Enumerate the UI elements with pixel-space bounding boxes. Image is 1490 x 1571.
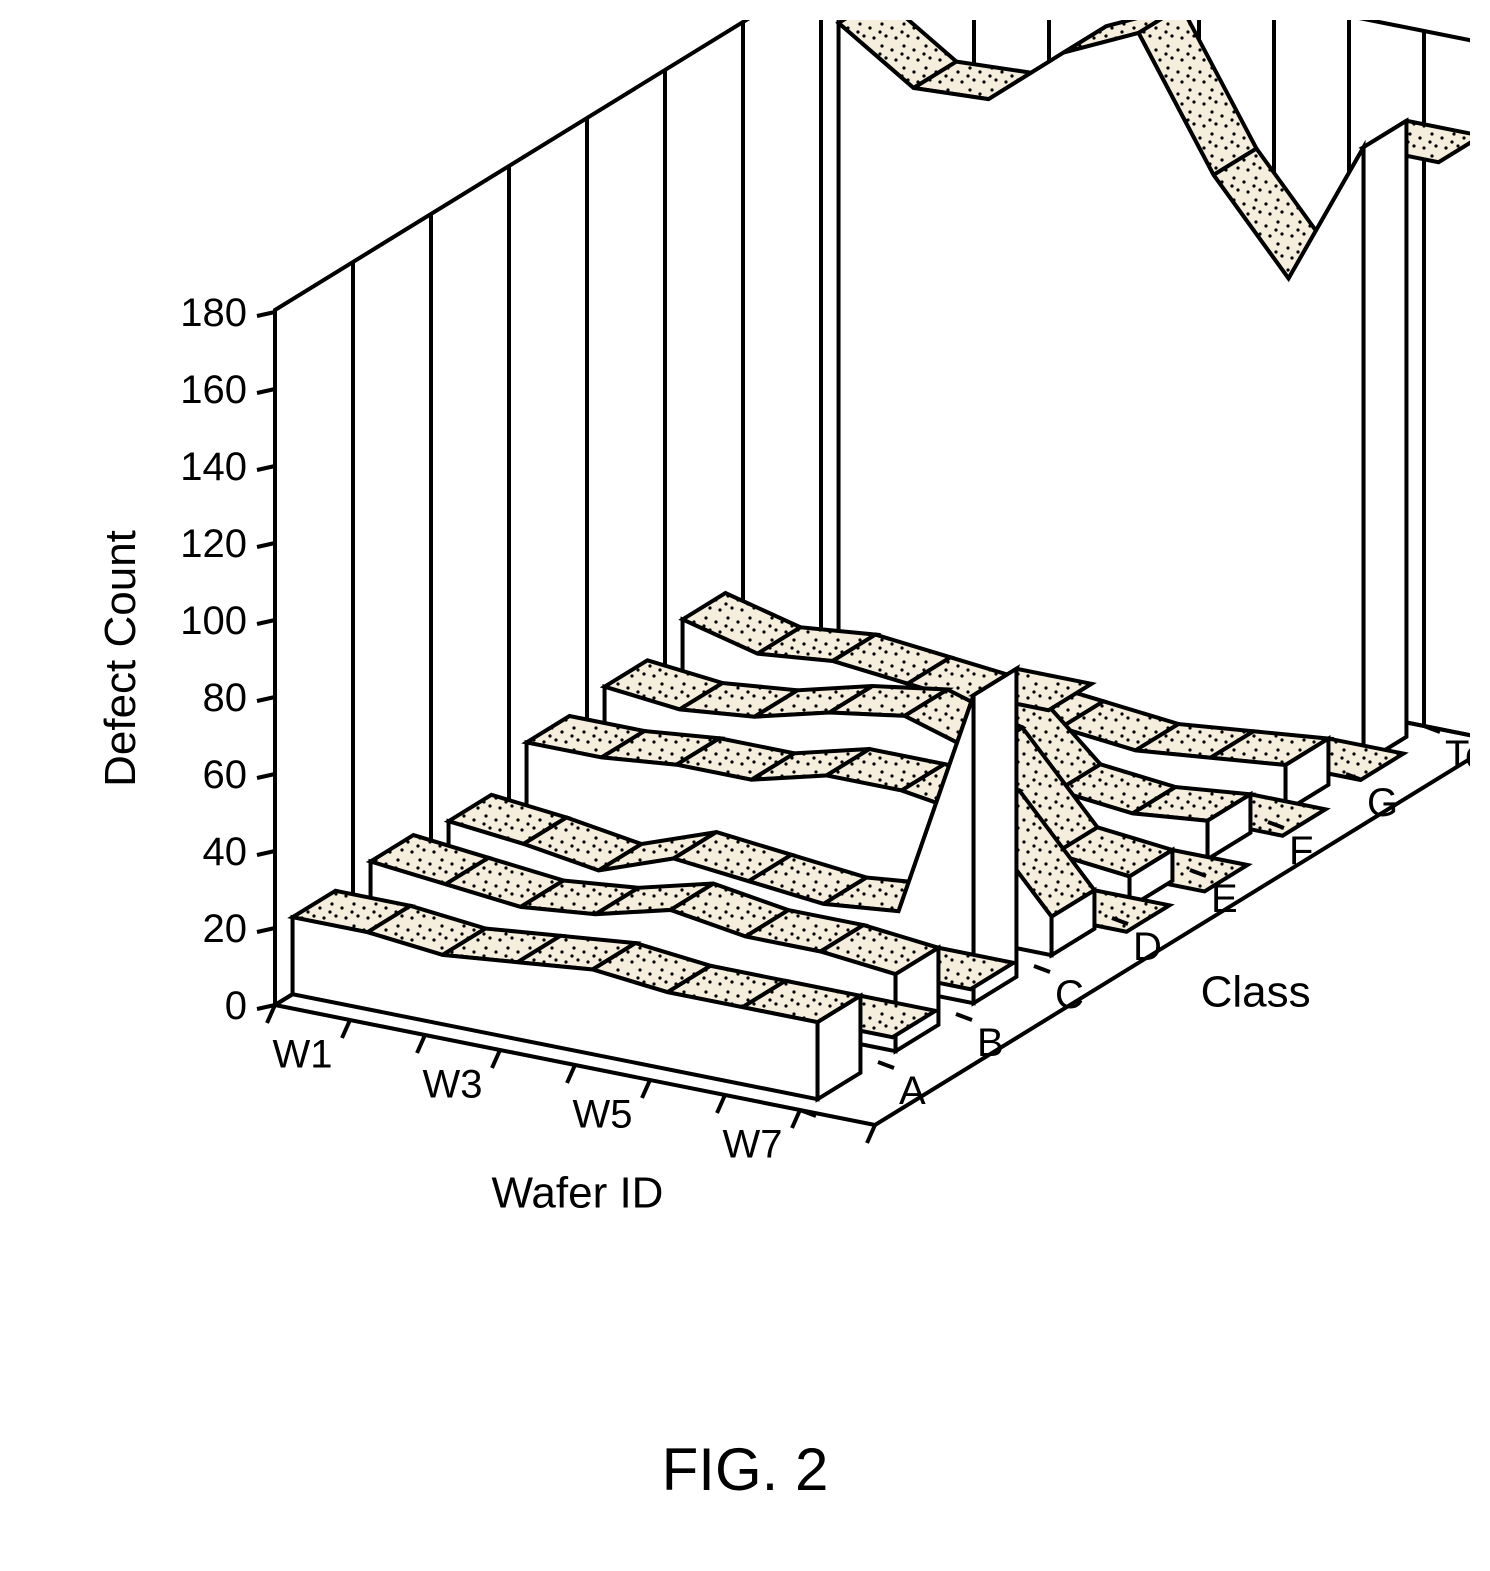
x-tick: [417, 1035, 425, 1053]
chart-container: 0 20 40 60 80 100 120 140 160 180 Defect Count W1 W3…: [20, 20, 1470, 1551]
z-tick-label: Total: [1445, 733, 1470, 777]
y-tick-label: 20: [203, 907, 248, 951]
y-tick-label: 180: [180, 291, 247, 335]
z-tick-label: C: [1055, 973, 1084, 1017]
y-tick: [257, 774, 275, 778]
y-tick-label: 160: [180, 368, 247, 412]
y-tick-label: 140: [180, 445, 247, 489]
y-tick-label: 100: [180, 599, 247, 643]
z-tick: [878, 1062, 894, 1068]
y-axis-label: Defect Count: [96, 530, 145, 787]
z-tick-label: B: [977, 1021, 1004, 1065]
x-tick-label: W7: [723, 1123, 783, 1167]
x-tick: [792, 1110, 800, 1128]
z-tick-label: F: [1289, 829, 1313, 873]
z-tick-label: A: [899, 1069, 926, 1113]
z-tick-label: G: [1367, 781, 1398, 825]
y-tick-label: 0: [225, 984, 247, 1028]
y-tick-label: 120: [180, 522, 247, 566]
y-tick: [257, 312, 275, 316]
y-tick: [257, 620, 275, 624]
y-tick: [257, 389, 275, 393]
z-axis-label: Class: [1201, 967, 1311, 1016]
x-tick: [492, 1050, 500, 1068]
x-tick-label: W5: [573, 1093, 633, 1137]
y-tick: [257, 928, 275, 932]
x-tick-label: W3: [423, 1063, 483, 1107]
x-tick: [342, 1020, 350, 1038]
x-axis-label: Wafer ID: [492, 1169, 664, 1218]
y-tick: [257, 697, 275, 701]
ribbon-right-cap: [1364, 121, 1407, 763]
z-tick: [956, 1014, 972, 1020]
y-tick: [257, 466, 275, 470]
ribbon-right-cap: [974, 669, 1017, 1003]
ribbon-3d-chart: 0 20 40 60 80 100 120 140 160 180 Defect Count W1 W3…: [20, 20, 1470, 1551]
x-tick-label: W1: [273, 1033, 333, 1077]
figure-caption: FIG. 2: [662, 1436, 829, 1503]
x-tick: [642, 1080, 650, 1098]
y-tick-label: 40: [203, 830, 248, 874]
z-tick: [1034, 966, 1050, 972]
x-tick: [867, 1125, 875, 1143]
y-tick: [257, 543, 275, 547]
y-tick: [257, 851, 275, 855]
z-tick-label: E: [1211, 877, 1238, 921]
y-tick-label: 60: [203, 753, 248, 797]
x-tick: [717, 1095, 725, 1113]
x-tick: [567, 1065, 575, 1083]
y-tick-label: 80: [203, 676, 248, 720]
z-tick-label: D: [1133, 925, 1162, 969]
